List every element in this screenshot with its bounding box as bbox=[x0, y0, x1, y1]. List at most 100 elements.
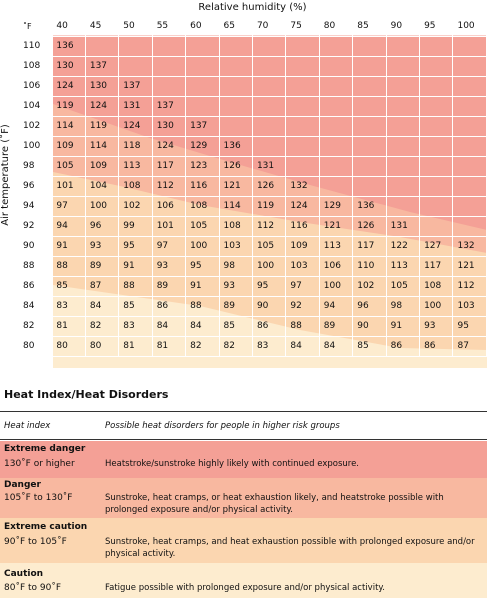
heat-index-cell: 121 bbox=[318, 216, 354, 237]
heat-index-cell: 93 bbox=[419, 316, 454, 337]
heat-index-cell: 110 bbox=[352, 256, 387, 277]
heat-index-cell: 124 bbox=[84, 96, 120, 117]
heat-index-cell bbox=[419, 196, 454, 217]
heat-index-cell: 87 bbox=[84, 276, 120, 297]
heat-index-cell: 84 bbox=[318, 336, 354, 357]
temperature-label: 82 bbox=[17, 316, 53, 337]
heat-index-cell: 95 bbox=[452, 316, 487, 337]
temperature-row: 96 101 104 108 112 116 121 126 132 bbox=[17, 176, 487, 197]
heat-index-cell: 97 bbox=[151, 236, 187, 257]
divider-bottom bbox=[0, 439, 487, 440]
heat-index-cell bbox=[452, 96, 487, 117]
heat-index-cell: 105 bbox=[185, 216, 220, 237]
temperature-row: 104 119 124 131 137 bbox=[17, 96, 487, 117]
temperature-row: 110 136 bbox=[17, 36, 487, 57]
heat-index-cell bbox=[419, 36, 454, 57]
heat-index-cell bbox=[218, 76, 253, 97]
heat-index-cell: 119 bbox=[84, 116, 120, 137]
heat-index-cell: 89 bbox=[151, 276, 187, 297]
heat-index-cell: 90 bbox=[352, 316, 387, 337]
heat-index-cell bbox=[419, 216, 454, 237]
heat-index-cell: 132 bbox=[285, 176, 320, 197]
temperature-row: 94 97 100 102 106 108 114 119 124 129 136 bbox=[17, 196, 487, 217]
heat-index-cell: 87 bbox=[452, 336, 487, 357]
temperature-label: 92 bbox=[17, 216, 53, 237]
heat-index-cell bbox=[318, 96, 354, 117]
heat-index-cell: 82 bbox=[185, 336, 220, 357]
heat-index-cell bbox=[452, 136, 487, 157]
heat-index-cell bbox=[185, 96, 220, 117]
level-range: 130˚F or higher bbox=[4, 459, 75, 469]
heat-index-cell: 80 bbox=[84, 336, 120, 357]
level-name: Danger bbox=[4, 480, 41, 490]
heat-index-cell bbox=[251, 56, 287, 77]
heat-index-cell bbox=[385, 176, 421, 197]
heat-index-cell: 112 bbox=[151, 176, 187, 197]
heat-index-cell: 89 bbox=[218, 296, 253, 317]
heat-index-cell bbox=[385, 196, 421, 217]
heat-index-cell bbox=[251, 136, 287, 157]
heat-index-cell bbox=[419, 76, 454, 97]
heat-index-cell bbox=[218, 116, 253, 137]
heat-index-cell: 137 bbox=[84, 56, 120, 77]
level-name: Extreme caution bbox=[4, 522, 88, 532]
temperature-row: 90 91 93 95 97 100 103 105 109 113 117 122 127 132 bbox=[17, 236, 487, 257]
heat-index-cell: 118 bbox=[118, 136, 153, 157]
heat-index-cell: 103 bbox=[218, 236, 253, 257]
heat-index-cell: 100 bbox=[419, 296, 454, 317]
humidity-header: 45 bbox=[84, 16, 120, 37]
heat-index-cell: 126 bbox=[218, 156, 253, 177]
temperature-label: 102 bbox=[17, 116, 53, 137]
level-range: 105˚F to 130˚F bbox=[4, 493, 73, 503]
temperature-label: 106 bbox=[17, 76, 53, 97]
heat-index-cell bbox=[352, 156, 387, 177]
heat-index-cell: 88 bbox=[285, 316, 320, 337]
heat-index-cell bbox=[218, 56, 253, 77]
heat-index-cell bbox=[251, 36, 287, 57]
heat-disorders-title: Heat Index/Heat Disorders bbox=[4, 388, 169, 401]
heat-index-cell: 126 bbox=[352, 216, 387, 237]
heat-index-cell: 85 bbox=[352, 336, 387, 357]
heat-index-cell bbox=[452, 36, 487, 57]
heat-index-cell: 89 bbox=[318, 316, 354, 337]
heat-index-cell bbox=[318, 76, 354, 97]
heat-index-cell bbox=[318, 56, 354, 77]
heat-index-cell: 91 bbox=[118, 256, 153, 277]
heat-index-cell: 104 bbox=[84, 176, 120, 197]
humidity-header: 90 bbox=[385, 16, 421, 37]
heat-index-cell: 103 bbox=[285, 256, 320, 277]
heat-index-cell: 94 bbox=[318, 296, 354, 317]
heat-index-cell: 82 bbox=[84, 316, 120, 337]
heat-index-cell: 117 bbox=[151, 156, 187, 177]
heat-index-cell bbox=[285, 136, 320, 157]
temperature-row: 88 88 89 91 93 95 98 100 103 106 110 113 117 121 bbox=[17, 256, 487, 277]
heat-index-cell bbox=[385, 36, 421, 57]
heat-index-cell bbox=[352, 36, 387, 57]
heat-index-cell: 83 bbox=[118, 316, 153, 337]
heat-index-cell: 102 bbox=[352, 276, 387, 297]
heat-index-cell: 108 bbox=[185, 196, 220, 217]
heat-index-cell: 108 bbox=[419, 276, 454, 297]
level-range: 90˚F to 105˚F bbox=[4, 537, 67, 547]
heat-index-cell bbox=[151, 36, 187, 57]
heat-index-cell: 105 bbox=[385, 276, 421, 297]
heat-index-cell bbox=[118, 56, 153, 77]
heat-index-cell: 129 bbox=[318, 196, 354, 217]
temperature-label: 96 bbox=[17, 176, 53, 197]
heat-index-cell: 86 bbox=[251, 316, 287, 337]
heat-index-cell: 119 bbox=[51, 96, 86, 117]
heat-index-cell bbox=[318, 116, 354, 137]
heat-index-cell bbox=[419, 56, 454, 77]
heat-index-cell: 113 bbox=[118, 156, 153, 177]
heat-index-cell: 136 bbox=[218, 136, 253, 157]
heat-index-cell: 95 bbox=[118, 236, 153, 257]
heat-index-cell: 124 bbox=[285, 196, 320, 217]
heat-index-cell bbox=[419, 96, 454, 117]
level-description: Sunstroke, heat cramps, or heat exhausti… bbox=[105, 493, 444, 515]
heat-index-cell: 101 bbox=[151, 216, 187, 237]
heat-index-column-header: Heat index bbox=[4, 421, 51, 431]
heat-index-cell bbox=[185, 56, 220, 77]
temperature-label: 110 bbox=[17, 36, 53, 57]
level-caution: Caution 80˚F to 90˚F Fatigue possible wi… bbox=[0, 563, 487, 598]
heat-index-cell: 131 bbox=[251, 156, 287, 177]
